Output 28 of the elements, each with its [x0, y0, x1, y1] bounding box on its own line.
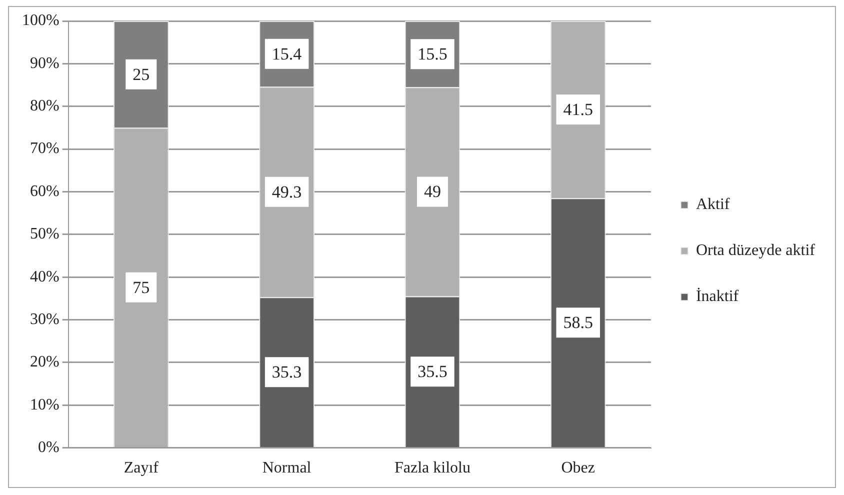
y-tick-label: 60%: [30, 182, 60, 200]
data-label: 25: [132, 64, 150, 84]
y-tick-label: 20%: [30, 354, 60, 371]
data-label: 35.5: [418, 362, 448, 382]
legend-label: İnaktif: [696, 287, 740, 306]
legend-label: Aktif: [696, 196, 730, 214]
y-tick-label: 80%: [30, 98, 60, 115]
data-label: 15.5: [418, 44, 448, 64]
legend-label: Orta düzeyde aktif: [696, 242, 816, 260]
x-tick-label: Obez: [561, 460, 595, 477]
x-tick-label: Fazla kilolu: [394, 460, 470, 477]
y-tick-label: 90%: [30, 54, 60, 72]
y-tick-label: 30%: [30, 310, 60, 328]
data-label: 49: [424, 182, 441, 202]
y-tick-label: 0%: [38, 439, 60, 456]
data-label: 15.4: [272, 44, 302, 64]
data-label: 75: [132, 278, 150, 297]
x-tick-label: Normal: [262, 460, 312, 477]
y-tick-label: 50%: [30, 226, 60, 243]
data-label: 41.5: [563, 100, 593, 120]
y-tick-label: 40%: [30, 268, 60, 286]
y-tick-label: 10%: [30, 396, 60, 414]
data-label: 35.3: [272, 362, 302, 382]
y-tick-label: 70%: [30, 140, 60, 158]
data-label: 49.3: [272, 182, 302, 202]
data-label: 58.5: [563, 313, 593, 332]
y-tick-label: 100%: [22, 12, 60, 30]
x-tick-label: Zayıf: [124, 460, 160, 477]
